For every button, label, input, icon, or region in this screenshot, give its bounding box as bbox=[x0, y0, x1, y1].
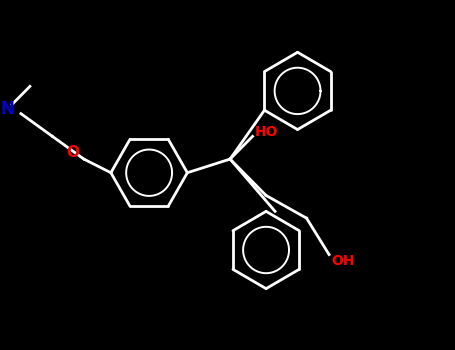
Text: HO: HO bbox=[255, 125, 278, 139]
Text: OH: OH bbox=[331, 254, 355, 268]
Text: O: O bbox=[66, 145, 79, 160]
Text: N: N bbox=[0, 100, 15, 118]
